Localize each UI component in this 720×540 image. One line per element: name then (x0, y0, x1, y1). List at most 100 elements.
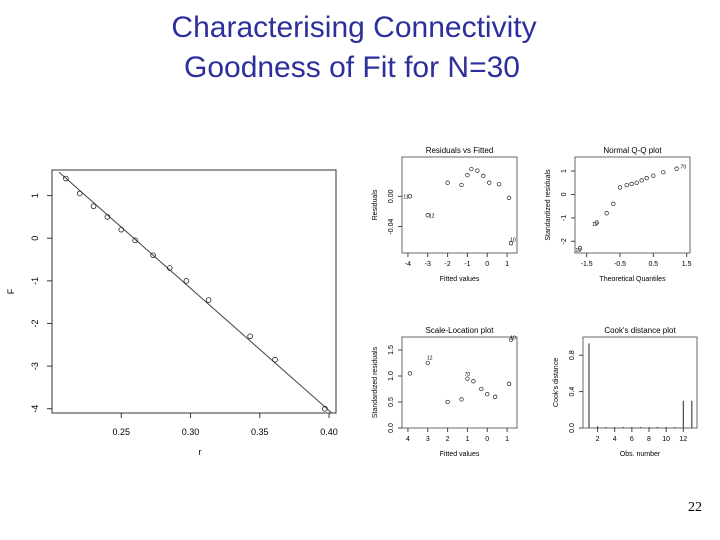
data-point (661, 170, 666, 175)
x-tick-label: 0 (485, 436, 489, 443)
y-axis-label: Residuals (372, 189, 379, 220)
data-point (166, 265, 173, 271)
x-tick-label: 0.35 (251, 427, 269, 437)
data-point (425, 360, 430, 366)
data-point (508, 241, 514, 246)
data-point (183, 278, 190, 284)
y-tick-label: -1 (30, 277, 40, 285)
data-point (674, 166, 679, 171)
x-tick-label: 0 (485, 261, 489, 268)
data-point (132, 237, 138, 244)
data-point (479, 386, 484, 392)
y-tick-label: 0.00 (388, 189, 395, 203)
y-tick-label: -2 (30, 319, 40, 327)
data-point (118, 226, 125, 233)
data-point (459, 397, 464, 402)
y-tick-label: 1.5 (388, 345, 395, 355)
y-tick-label: 1.0 (388, 371, 395, 381)
data-point (471, 379, 476, 384)
x-tick-label: 4 (613, 436, 617, 443)
data-point (272, 356, 278, 363)
data-point (506, 381, 512, 386)
x-axis-label: Fitted values (440, 276, 480, 283)
y-tick-label: -3 (30, 362, 40, 370)
y-tick-label: 0.0 (388, 423, 395, 433)
data-point (651, 173, 656, 178)
x-tick-label: -4 (405, 261, 411, 268)
y-tick-label: -0.04 (388, 218, 395, 234)
x-axis-label: Obs. number (620, 451, 661, 458)
y-tick-label: -2 (561, 238, 568, 244)
data-point (577, 246, 583, 251)
data-point (508, 337, 514, 342)
panel-title: Normal Q-Q plot (603, 146, 662, 155)
panel-frame (582, 336, 698, 429)
x-tick-label: 2 (446, 436, 450, 443)
x-tick-label: 8 (647, 436, 651, 443)
y-tick-label: 0 (30, 236, 40, 241)
y-tick-label: -1 (561, 215, 568, 221)
page-number: 22 (688, 500, 702, 515)
data-point (475, 168, 480, 173)
x-tick-label: 4 (406, 436, 410, 443)
fit-line (58, 171, 333, 414)
data-point (629, 181, 634, 187)
data-point (469, 166, 474, 172)
slide-title-line1: Characterising Connectivity (171, 11, 537, 44)
x-tick-label: 0.25 (113, 427, 131, 437)
x-tick-label: -0.5 (614, 261, 626, 268)
data-point (104, 214, 111, 220)
point-label: 10 (510, 238, 516, 244)
slide-title-line2: Goodness of Fit for N=30 (183, 51, 520, 84)
x-tick-label: 10 (662, 436, 670, 443)
point-label: 11 (403, 195, 408, 201)
x-tick-label: 3 (426, 436, 430, 443)
x-tick-label: 1 (465, 436, 469, 443)
x-tick-label: 1 (505, 436, 509, 443)
data-point (485, 392, 490, 397)
y-tick-label: 1 (30, 193, 40, 198)
plot-frame (51, 169, 337, 414)
data-point (407, 371, 413, 376)
x-tick-label: 12 (679, 436, 687, 443)
x-tick-label: -2 (444, 261, 450, 268)
panel-title: Residuals vs Fitted (426, 146, 494, 155)
data-point (247, 333, 253, 340)
y-tick-label: -4 (30, 405, 40, 413)
point-label: 12 (429, 213, 435, 219)
x-axis-label: Theoretical Quantiles (599, 276, 666, 283)
x-tick-label: 0.30 (182, 427, 200, 437)
panel-frame (401, 336, 518, 429)
point-label: 70 (681, 165, 687, 171)
data-point (407, 194, 413, 199)
data-point (150, 252, 156, 259)
data-point (497, 182, 502, 187)
y-tick-label: 0 (561, 192, 568, 196)
data-point (465, 376, 470, 381)
x-tick-label: 6 (630, 436, 634, 443)
data-point (506, 195, 512, 200)
panel-frame (401, 156, 518, 254)
point-label: 12 (592, 222, 598, 228)
data-point (487, 180, 492, 185)
data-point (459, 182, 464, 188)
data-point (322, 405, 328, 412)
data-point (425, 213, 430, 218)
data-point (465, 172, 470, 178)
x-axis-label: r (199, 447, 202, 457)
panel-frame (574, 156, 691, 254)
x-axis-label: Fitted values (440, 451, 480, 458)
x-tick-label: 0.5 (648, 261, 658, 268)
point-label: 70 (465, 372, 471, 378)
point-label: 12 (427, 355, 433, 361)
data-point (617, 185, 623, 190)
data-point (604, 211, 609, 216)
data-point (445, 399, 450, 405)
x-tick-label: 1.5 (682, 261, 692, 268)
panel-title: Scale-Location plot (425, 326, 494, 335)
data-point (594, 220, 599, 225)
